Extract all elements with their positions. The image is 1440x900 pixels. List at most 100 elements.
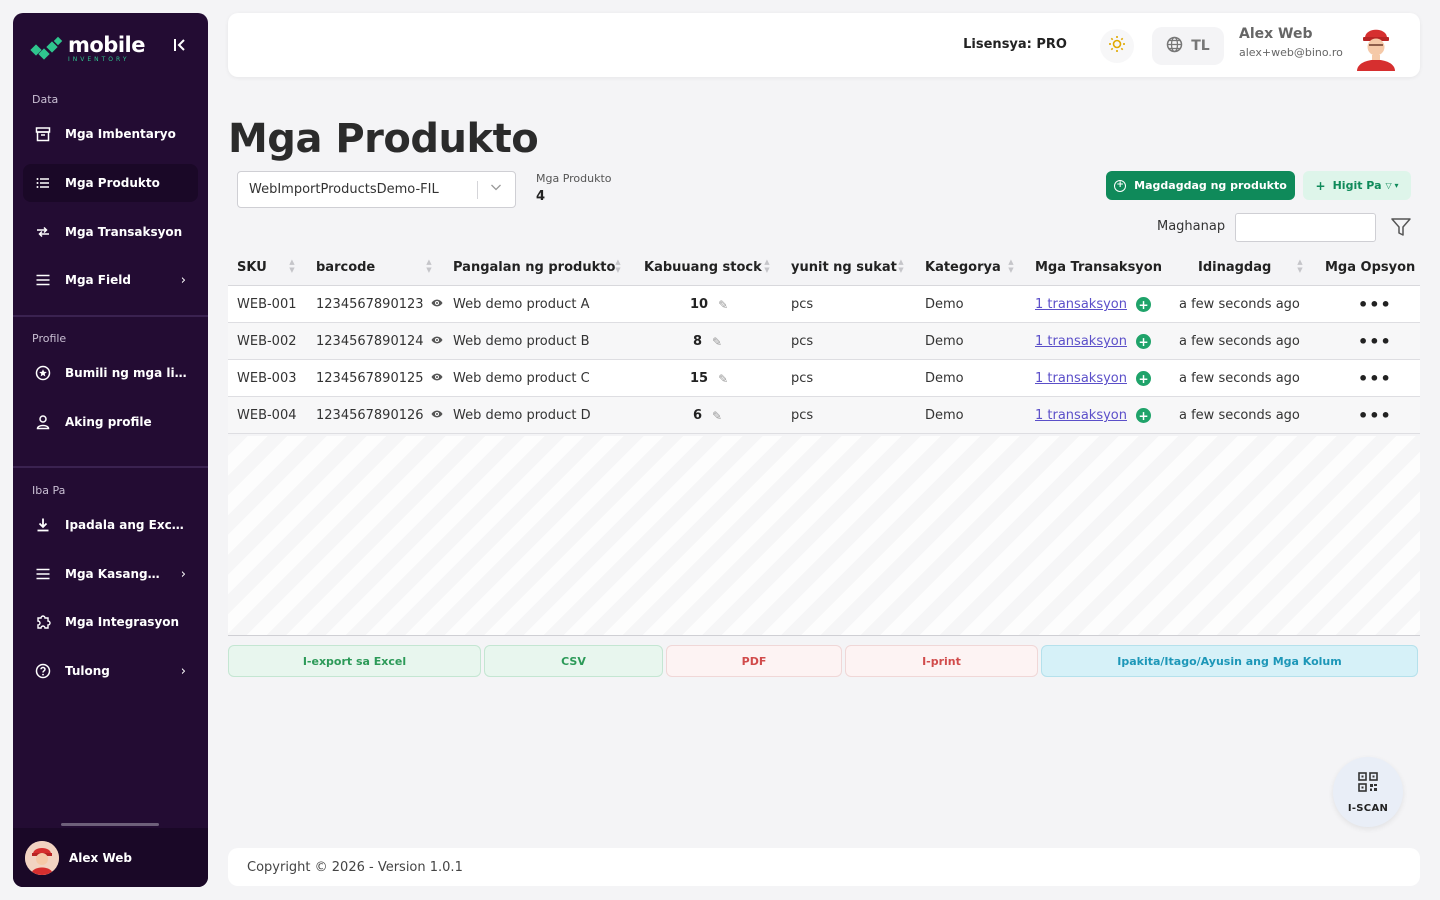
cell-total-stock: 15 ✎	[690, 360, 728, 397]
section-label-other: Iba Pa	[32, 484, 66, 497]
transactions-link[interactable]: 1 transaksyon	[1035, 297, 1127, 312]
inventory-select[interactable]: WebImportProductsDemo-FIL	[237, 171, 516, 208]
product-count-value: 4	[536, 189, 546, 204]
transactions-link[interactable]: 1 transaksyon	[1035, 371, 1127, 386]
cell-barcode: 1234567890126	[316, 397, 443, 434]
pencil-icon[interactable]: ✎	[712, 334, 723, 349]
column-header-options: Mga Opsyon	[1325, 260, 1416, 275]
product-count-label: Mga Produkto	[536, 172, 612, 185]
column-header-total-stock[interactable]: Kabuuang stock	[644, 260, 762, 275]
column-header-product-name[interactable]: Pangalan ng produkto	[453, 260, 616, 275]
row-options-icon[interactable]: •••	[1358, 406, 1392, 425]
help-circle-icon	[35, 663, 51, 679]
pencil-icon[interactable]: ✎	[718, 297, 729, 312]
search-label: Maghanap	[1157, 219, 1226, 234]
sidebar-item-integrations[interactable]: Mga Integrasyon	[23, 603, 198, 641]
more-button[interactable]: + Higit Pa ▽ ▾	[1303, 171, 1411, 200]
avatar[interactable]	[1354, 23, 1398, 71]
list-icon	[35, 175, 51, 191]
sidebar-item-fields[interactable]: Mga Field ›	[23, 261, 198, 299]
cell-added: a few seconds ago	[1179, 408, 1300, 423]
add-transaction-icon[interactable]: +	[1135, 408, 1151, 423]
sidebar-user-name: Alex Web	[69, 850, 132, 865]
scan-label: I-SCAN	[1347, 803, 1389, 814]
column-header-barcode[interactable]: barcode	[316, 260, 376, 275]
chevron-right-icon: ›	[180, 663, 186, 679]
print-button[interactable]: I-print	[845, 645, 1038, 677]
export-csv-button[interactable]: CSV	[484, 645, 663, 677]
user-menu[interactable]: Alex Web alex+web@bino.ro	[1239, 26, 1345, 59]
barcode-value: 1234567890123	[316, 297, 424, 312]
eye-icon[interactable]	[431, 335, 443, 348]
sidebar-item-label: Mga Kasangkapan	[65, 567, 167, 581]
cell-sku: WEB-001	[237, 297, 297, 312]
scan-button[interactable]: I-SCAN	[1333, 757, 1403, 827]
search-input[interactable]	[1235, 213, 1376, 242]
pencil-icon[interactable]: ✎	[712, 408, 723, 423]
add-transaction-icon[interactable]: +	[1135, 334, 1151, 349]
sort-icon[interactable]: ▲ ▼	[1297, 258, 1303, 274]
table-row[interactable]: WEB-001 1234567890123 Web demo product A…	[228, 286, 1420, 323]
cell-sku: WEB-003	[237, 371, 297, 386]
sidebar-item-products[interactable]: Mga Produkto	[23, 164, 198, 202]
table-header: SKU ▲ ▼ barcode ▲ ▼ Pangalan ng produkto ▲…	[228, 249, 1420, 286]
sidebar-resize-handle[interactable]	[61, 823, 159, 826]
sidebar-item-inventories[interactable]: Mga Imbentaryo	[23, 115, 198, 153]
sidebar-divider	[13, 466, 208, 468]
sort-icon[interactable]: ▲ ▼	[1008, 258, 1014, 274]
cell-category: Demo	[925, 297, 964, 312]
eye-icon[interactable]	[431, 409, 443, 422]
sidebar-user[interactable]: Alex Web	[13, 828, 208, 887]
sidebar-item-tools[interactable]: Mga Kasangkapan ›	[23, 555, 198, 593]
brand-logo[interactable]: mobile INVENTORY	[30, 29, 190, 69]
table-row[interactable]: WEB-004 1234567890126 Web demo product D…	[228, 397, 1420, 434]
add-transaction-icon[interactable]: +	[1135, 371, 1151, 386]
row-options-icon[interactable]: •••	[1358, 369, 1392, 388]
products-table: SKU ▲ ▼ barcode ▲ ▼ Pangalan ng produkto ▲…	[228, 249, 1420, 434]
column-header-transactions: Mga Transaksyon	[1035, 260, 1162, 275]
brand-subtitle: INVENTORY	[68, 56, 130, 63]
column-header-unit[interactable]: yunit ng sukat	[791, 260, 897, 275]
sidebar-item-label: Mga Imbentaryo	[65, 127, 176, 141]
theme-toggle-button[interactable]	[1100, 29, 1134, 63]
filter-icon[interactable]	[1389, 215, 1413, 239]
globe-icon	[1166, 36, 1183, 57]
eye-icon[interactable]	[431, 298, 443, 311]
transactions-link[interactable]: 1 transaksyon	[1035, 334, 1127, 349]
add-transaction-icon[interactable]: +	[1135, 297, 1151, 312]
table-empty-area	[228, 436, 1420, 636]
column-header-category[interactable]: Kategorya	[925, 260, 1001, 275]
sort-icon[interactable]: ▲ ▼	[426, 258, 432, 274]
transactions-link[interactable]: 1 transaksyon	[1035, 408, 1127, 423]
sidebar-item-transactions[interactable]: Mga Transaksyon	[23, 213, 198, 251]
language-selector[interactable]: TL	[1152, 27, 1224, 65]
sidebar-item-my-profile[interactable]: Aking profile	[23, 403, 198, 441]
cell-unit: pcs	[791, 334, 814, 349]
pencil-icon[interactable]: ✎	[718, 371, 729, 386]
table-row[interactable]: WEB-002 1234567890124 Web demo product B…	[228, 323, 1420, 360]
row-options-icon[interactable]: •••	[1358, 295, 1392, 314]
puzzle-icon	[35, 614, 51, 630]
sort-icon[interactable]: ▲ ▼	[289, 258, 295, 274]
section-label-data: Data	[32, 93, 59, 106]
sidebar-item-email-excel[interactable]: Ipadala ang Excel sa email	[23, 506, 198, 544]
add-product-button[interactable]: + Magdagdag ng produkto	[1106, 171, 1295, 200]
column-visibility-button[interactable]: Ipakita/Itago/Ayusin ang Mga Kolum	[1041, 645, 1418, 677]
menu-icon	[35, 566, 51, 582]
sort-icon[interactable]: ▲ ▼	[615, 258, 621, 274]
column-header-added[interactable]: Idinagdag	[1198, 260, 1272, 275]
sort-icon[interactable]: ▲ ▼	[764, 258, 770, 274]
cell-total-stock: 10 ✎	[690, 286, 728, 323]
export-pdf-button[interactable]: PDF	[666, 645, 842, 677]
cell-category: Demo	[925, 371, 964, 386]
row-options-icon[interactable]: •••	[1358, 332, 1392, 351]
sidebar-item-help[interactable]: Tulong ›	[23, 652, 198, 690]
eye-icon[interactable]	[431, 372, 443, 385]
export-excel-button[interactable]: I-export sa Excel	[228, 645, 481, 677]
sort-icon[interactable]: ▲ ▼	[898, 258, 904, 274]
table-row[interactable]: WEB-003 1234567890125 Web demo product C…	[228, 360, 1420, 397]
sidebar-item-label: Ipadala ang Excel sa email	[65, 518, 187, 532]
sidebar-item-buy-licenses[interactable]: Bumili ng mga lisensya	[23, 354, 198, 392]
collapse-sidebar-icon[interactable]	[170, 35, 190, 55]
column-header-sku[interactable]: SKU	[237, 260, 267, 275]
